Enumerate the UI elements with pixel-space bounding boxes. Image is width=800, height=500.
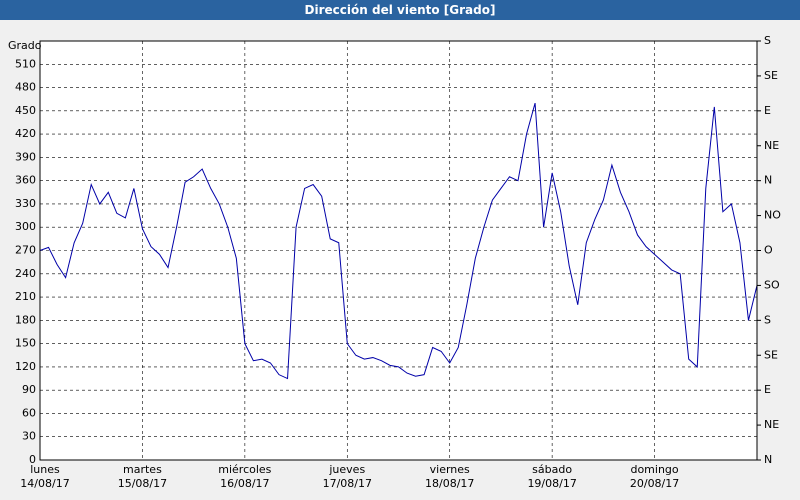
y-tick-label: 480	[15, 81, 36, 94]
y2-tick-label: E	[764, 383, 771, 396]
x-tick-label: viernes 18/08/17	[425, 463, 475, 490]
y-tick-label: 30	[22, 430, 36, 443]
plot-frame	[39, 40, 758, 461]
y-tick-label: 270	[15, 244, 36, 257]
y2-tick-label: SE	[764, 348, 778, 361]
x-tick-label: sábado 19/08/17	[527, 463, 577, 490]
y-tick-label: 330	[15, 197, 36, 210]
y-tick-label: 210	[15, 290, 36, 303]
y-tick-label: 420	[15, 127, 36, 140]
y-tick-label: 510	[15, 57, 36, 70]
y-tick-label: 90	[22, 383, 36, 396]
y2-tick-label: N	[764, 453, 772, 466]
y-tick-label: 390	[15, 150, 36, 163]
data-line	[39, 102, 758, 380]
y-axis-label: Grado	[8, 39, 42, 52]
y2-tick-label: SE	[764, 69, 778, 82]
y2-tick-label: O	[764, 244, 773, 257]
y-tick-label: 120	[15, 360, 36, 373]
y-tick-label: 60	[22, 406, 36, 419]
x-tick-label: miércoles 16/08/17	[218, 463, 272, 490]
y-tick-label: 150	[15, 337, 36, 350]
y-tick-label: 240	[15, 267, 36, 280]
y-tick-label: 0	[29, 453, 36, 466]
plot-area	[40, 41, 757, 460]
x-tick-label: jueves 17/08/17	[322, 463, 372, 490]
y2-tick-label: S	[764, 34, 771, 47]
y-tick-label: 450	[15, 104, 36, 117]
chart-title: Dirección del viento [Grado]	[0, 0, 800, 20]
y2-tick-label: N	[764, 174, 772, 187]
y2-tick-label: NE	[764, 139, 779, 152]
y2-tick-label: NO	[764, 209, 781, 222]
y2-tick-label: E	[764, 104, 771, 117]
y2-tick-label: S	[764, 313, 771, 326]
y-tick-label: 360	[15, 174, 36, 187]
y2-tick-label: NE	[764, 418, 779, 431]
x-tick-label: domingo 20/08/17	[629, 463, 680, 490]
y2-tick-label: SO	[764, 278, 780, 291]
x-tick-label: martes 15/08/17	[117, 463, 168, 490]
x-tick-label: lunes 14/08/17	[20, 463, 70, 490]
y-tick-label: 300	[15, 220, 36, 233]
y-tick-label: 180	[15, 313, 36, 326]
